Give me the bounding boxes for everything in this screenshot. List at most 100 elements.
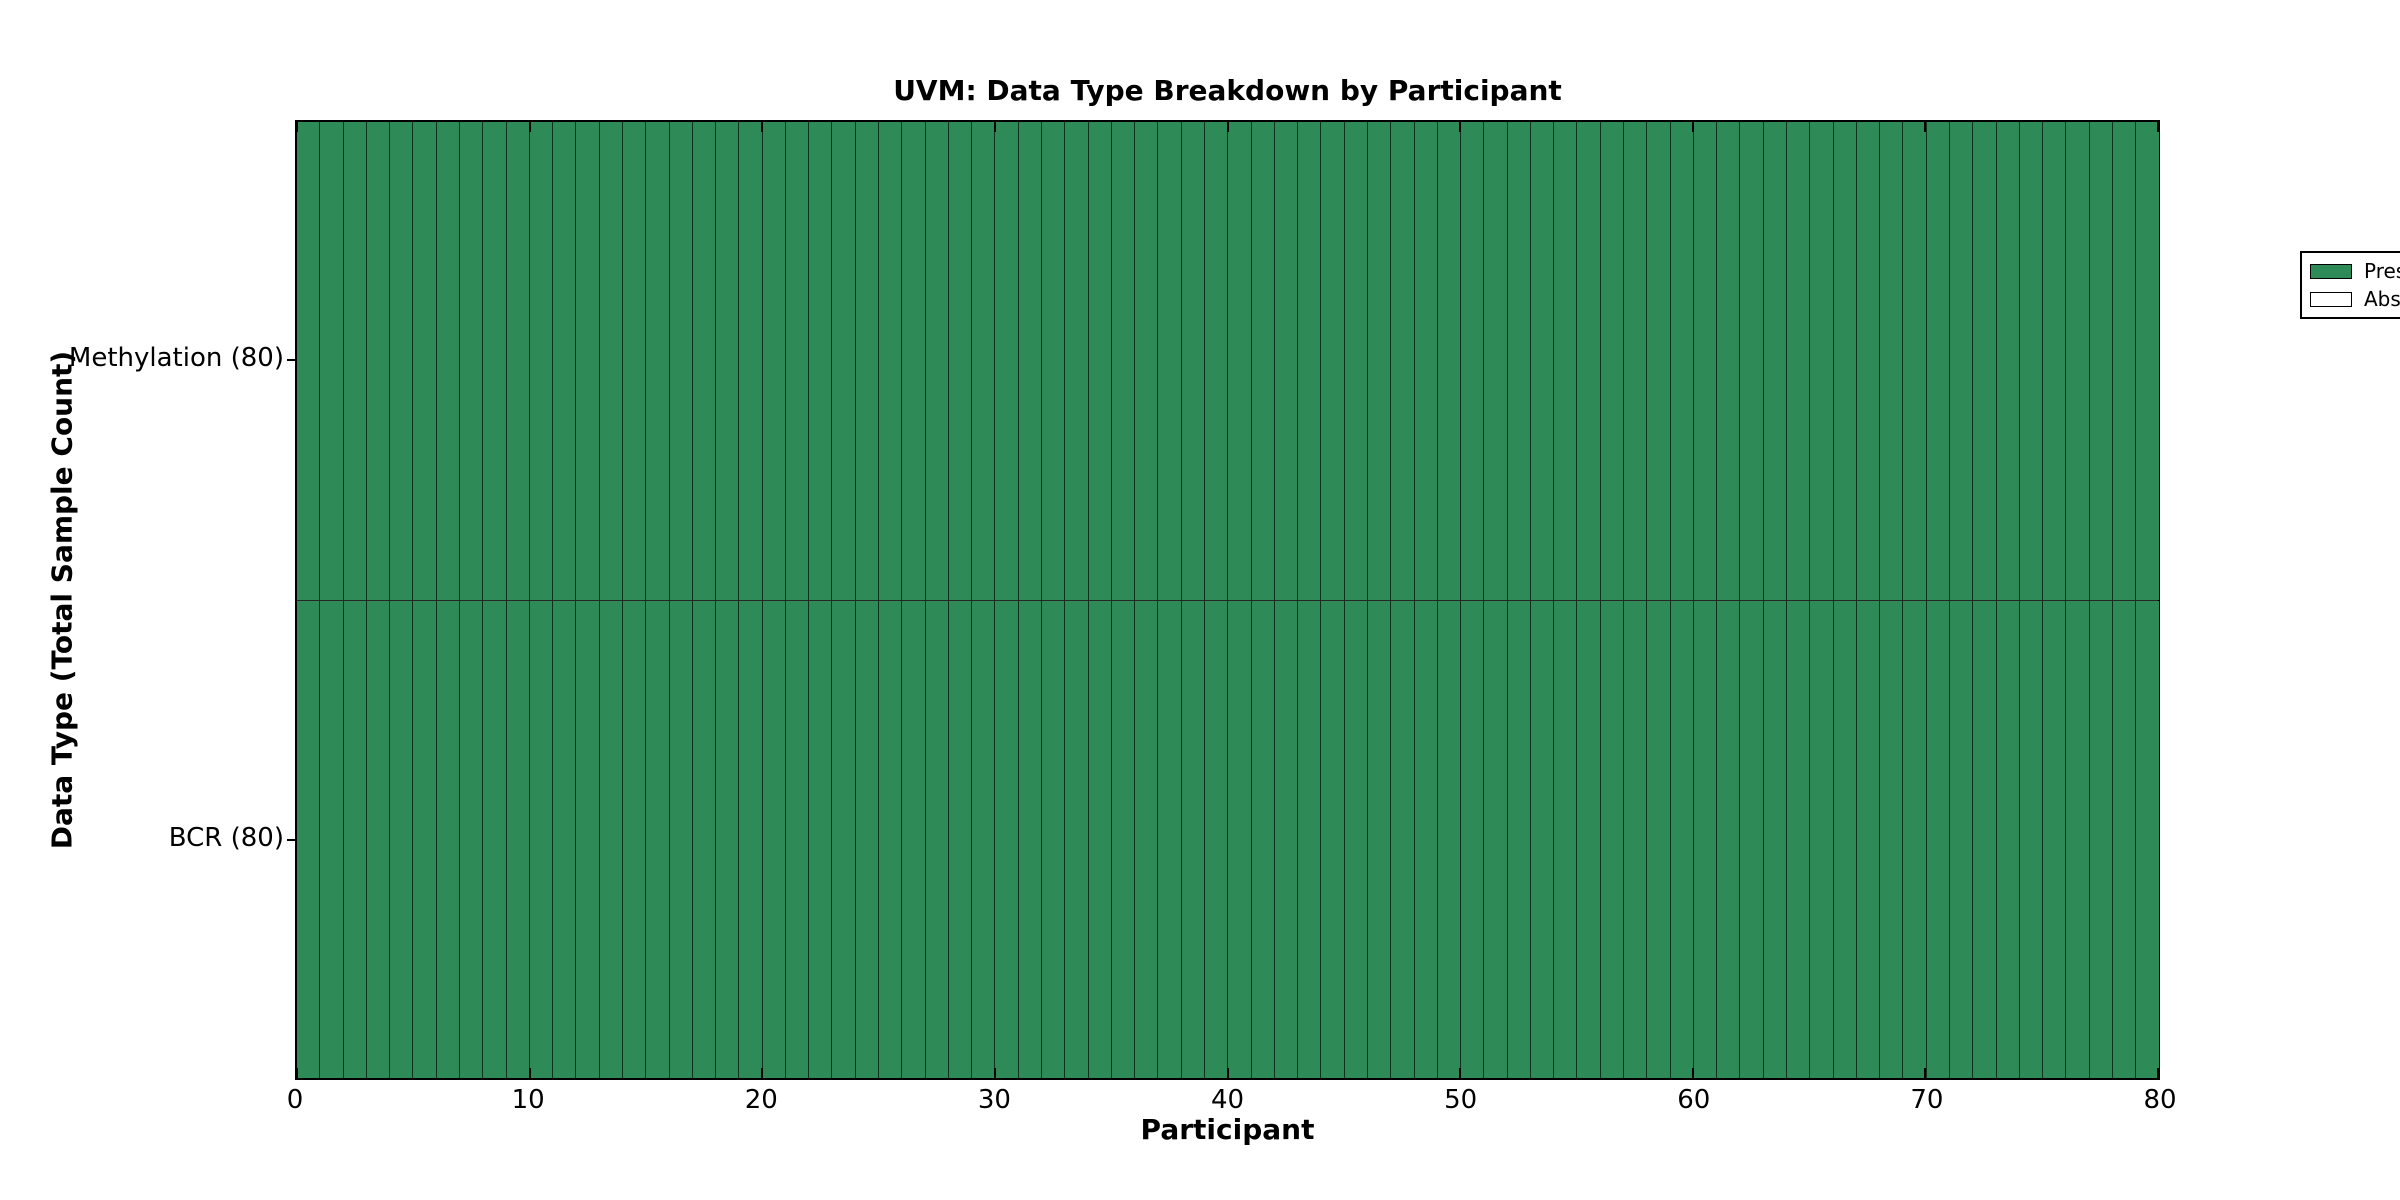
x-tick-label: 0 [286,1085,304,1115]
cell [995,600,1019,1078]
cell [1949,122,1974,600]
cell [1018,600,1042,1078]
cell [459,600,484,1078]
cell [762,600,786,1078]
cell [1065,600,1089,1078]
x-tick-mark [993,1068,996,1078]
cell [1018,122,1042,600]
cell [576,600,600,1078]
cell [832,600,856,1078]
chart-title: UVM: Data Type Breakdown by Participant [893,74,1562,107]
cell [1880,600,1904,1078]
cell [1414,122,1438,600]
cell [1042,600,1066,1078]
legend-label-present: Present [2364,259,2400,283]
x-tick-labels: 0 10 20 30 40 50 60 70 80 [287,1085,2177,1115]
cell [436,600,460,1078]
cell [390,122,414,600]
cell [995,122,1019,600]
x-tick-mark [1691,122,1694,132]
y-tick-mark [287,839,295,841]
cell [1251,600,1275,1078]
cell [1135,600,1159,1078]
cell [1484,122,1508,600]
cell [1577,122,1601,600]
x-tick-label: 50 [1444,1085,1478,1115]
cell [1624,122,1648,600]
cell [622,600,647,1078]
cell [739,600,763,1078]
cell [1274,600,1299,1078]
cell [1996,600,2020,1078]
cell [1344,600,1368,1078]
cell [1717,600,1741,1078]
cell [1554,600,1578,1078]
cell [1624,600,1648,1078]
cell [902,122,926,600]
cell [1647,122,1671,600]
cell [1787,122,1811,600]
cell [366,122,391,600]
cell [1740,122,1764,600]
row-bcr [297,600,2159,1078]
cell [1996,122,2020,600]
cell [343,122,367,600]
x-tick-mark [1924,1068,1927,1078]
x-axis-label: Participant [1140,1113,1315,1146]
x-tick-mark [528,1068,531,1078]
cell [972,122,996,600]
cell [809,600,833,1078]
cell [1135,122,1159,600]
cell [459,122,484,600]
present-swatch-icon [2310,263,2352,279]
x-tick-mark [1459,1068,1462,1078]
cell [832,122,856,600]
cell [716,122,740,600]
cell [2066,600,2090,1078]
cell [1321,122,1345,600]
cell [1204,600,1229,1078]
cell [1903,600,1927,1078]
legend: Present Absent [2300,251,2400,319]
cell [1391,122,1415,600]
x-tick-mark [1459,122,1462,132]
cell [506,122,530,600]
x-tick-mark [993,122,996,132]
cell [762,122,786,600]
cell [1391,600,1415,1078]
cell [599,600,623,1078]
cell [646,600,670,1078]
cell [1973,122,1997,600]
x-tick-mark [761,122,764,132]
cell [2136,122,2159,600]
row-methylation [297,122,2159,601]
plot-area: Present Absent [295,120,2400,1080]
cell [879,600,903,1078]
x-tick-label: 20 [744,1085,778,1115]
cell [1367,122,1392,600]
cell [1670,600,1694,1078]
cell [1833,600,1857,1078]
cell [1810,122,1834,600]
cell [669,122,693,600]
cell [855,600,880,1078]
cell [1856,600,1881,1078]
cell [343,600,367,1078]
grid-rows [297,122,2159,1078]
x-tick-mark [1226,122,1229,132]
x-tick-mark [296,1068,298,1078]
cell [1693,122,1718,600]
cell [1204,122,1229,600]
cell [1251,122,1275,600]
cell [902,600,926,1078]
cell [1437,600,1462,1078]
cell [1554,122,1578,600]
x-tick-mark [761,1068,764,1078]
cell [390,600,414,1078]
x-tick-label: 30 [977,1085,1011,1115]
cell [1088,122,1112,600]
cell [925,122,949,600]
x-tick-mark [1691,1068,1694,1078]
cell [785,122,810,600]
